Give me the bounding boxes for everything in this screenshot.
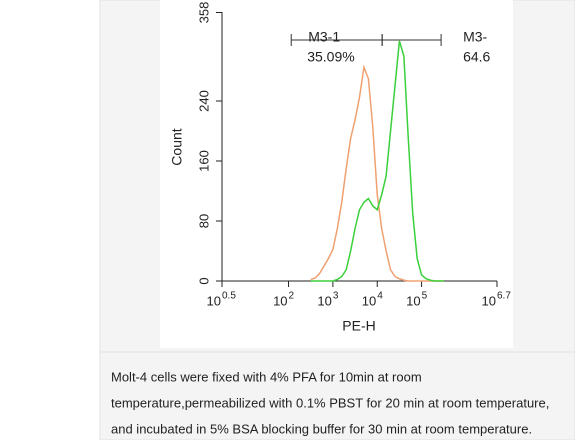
x-tick-exponent: 0.5 bbox=[222, 291, 236, 302]
x-tick-exponent: 6.7 bbox=[497, 291, 511, 302]
y-tick-label: 80 bbox=[196, 214, 211, 228]
x-tick-label: 10 bbox=[362, 293, 376, 308]
x-tick-label: 10 bbox=[207, 293, 221, 308]
histogram-line bbox=[310, 64, 444, 282]
caption-line: temperature,permeabilized with 0.1% PBST… bbox=[111, 395, 549, 410]
gate-label: M3- bbox=[463, 29, 487, 45]
y-tick-label: 240 bbox=[196, 90, 211, 112]
y-tick-label: 160 bbox=[196, 150, 211, 172]
x-tick-label: 10 bbox=[406, 293, 420, 308]
x-tick-label: 10 bbox=[317, 293, 331, 308]
gate-label: M3-1 bbox=[308, 29, 340, 45]
x-tick-exponent: 5 bbox=[422, 291, 428, 302]
histogram-line bbox=[310, 40, 444, 282]
y-tick-label: 0 bbox=[196, 277, 211, 284]
gate-percent: 35.09% bbox=[307, 49, 354, 65]
gate-percent: 64.6 bbox=[463, 49, 490, 65]
x-tick-exponent: 3 bbox=[333, 291, 339, 302]
x-axis-label: PE-H bbox=[342, 318, 375, 334]
caption-line: and incubated in 5% BSA blocking buffer … bbox=[111, 421, 532, 436]
x-tick-exponent: 2 bbox=[289, 291, 295, 302]
y-tick-label: 358 bbox=[196, 2, 211, 24]
x-tick-label: 10 bbox=[482, 293, 496, 308]
x-tick-exponent: 4 bbox=[377, 291, 383, 302]
x-tick-label: 10 bbox=[273, 293, 287, 308]
figure bbox=[160, 0, 513, 348]
caption-line: Molt-4 cells were fixed with 4% PFA for … bbox=[111, 369, 422, 384]
y-axis-label: Count bbox=[169, 128, 185, 165]
